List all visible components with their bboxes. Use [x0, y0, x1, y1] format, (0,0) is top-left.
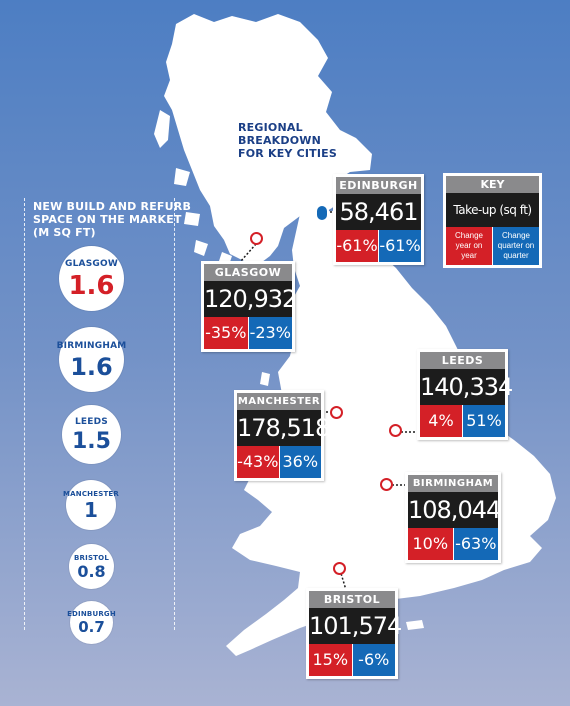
- birmingham-marker: [380, 478, 393, 491]
- sidebar-item-value: 1.5: [72, 428, 111, 454]
- city-box-bristol: BRISTOL 101,574 15% -6%: [306, 588, 402, 679]
- city-takeup: 101,574: [309, 608, 402, 644]
- sidebar-item-manchester: MANCHESTER 1: [63, 480, 120, 530]
- key-qoq-label: Change quarter on quarter: [493, 227, 539, 265]
- sidebar-item-birmingham: BIRMINGHAM 1.6: [56, 327, 127, 392]
- hebrides-island: [154, 110, 170, 148]
- city-qoq-change: 51%: [463, 405, 505, 437]
- city-name: LEEDS: [420, 352, 505, 369]
- skye-island: [174, 168, 190, 186]
- sidebar-item-leeds: LEEDS 1.5: [62, 405, 121, 464]
- city-yoy-change: -61%: [336, 230, 379, 262]
- sidebar-item-value: 0.8: [77, 561, 106, 581]
- city-box-birmingham: BIRMINGHAM 108,044 10% -63%: [405, 472, 501, 563]
- sidebar-item-label: MANCHESTER: [63, 490, 120, 498]
- sidebar-divider: [174, 198, 175, 630]
- city-takeup: 178,518: [237, 410, 330, 446]
- isle-of-wight: [406, 620, 424, 630]
- city-box-edinburgh: EDINBURGH 58,461 -61% -61%: [333, 174, 424, 265]
- city-yoy-change: 10%: [408, 528, 454, 560]
- city-qoq-change: -23%: [248, 317, 292, 349]
- manchester-marker: [330, 406, 343, 419]
- sidebar-item-value: 1.6: [68, 270, 115, 301]
- key-yoy-label: Change year on year: [446, 227, 493, 265]
- sidebar-item-label: LEEDS: [75, 416, 108, 427]
- city-yoy-change: -43%: [237, 446, 280, 478]
- sidebar-item-label: BIRMINGHAM: [56, 340, 127, 351]
- city-qoq-change: 36%: [279, 446, 321, 478]
- islay-island: [194, 240, 208, 256]
- city-takeup: 58,461: [336, 194, 421, 230]
- city-qoq-change: -61%: [379, 230, 421, 262]
- key-box: KEY Take-up (sq ft) Change year on year …: [443, 173, 542, 268]
- city-name: MANCHESTER: [237, 393, 321, 410]
- leeds-marker: [389, 424, 402, 437]
- sidebar-item-glasgow: GLASGOW 1.6: [59, 246, 124, 311]
- map-title: REGIONAL BREAKDOWN FOR KEY CITIES: [238, 121, 337, 160]
- city-name: BRISTOL: [309, 591, 395, 608]
- city-box-leeds: LEEDS 140,334 4% 51%: [417, 349, 513, 440]
- sidebar-item-bristol: BRISTOL 0.8: [69, 544, 114, 589]
- sidebar-item-label: BRISTOL: [74, 553, 109, 562]
- city-name: GLASGOW: [204, 264, 292, 281]
- sidebar-item-value: 1: [84, 498, 98, 522]
- city-name: EDINBURGH: [336, 177, 421, 194]
- city-box-manchester: MANCHESTER 178,518 -43% 36%: [234, 390, 330, 481]
- key-metric: Take-up (sq ft): [446, 193, 539, 227]
- scotland-landmass: [164, 14, 372, 262]
- city-qoq-change: -63%: [453, 528, 498, 560]
- sidebar-item-edinburgh: EDINBURGH 0.7: [67, 601, 116, 644]
- city-takeup: 140,334: [420, 369, 513, 405]
- sidebar-title: NEW BUILD AND REFURB SPACE ON THE MARKET…: [33, 200, 192, 239]
- city-yoy-change: -35%: [204, 317, 249, 349]
- city-box-glasgow: GLASGOW 120,932 -35% -23%: [201, 261, 297, 352]
- sidebar-item-label: EDINBURGH: [67, 610, 116, 618]
- city-qoq-change: -6%: [352, 644, 395, 676]
- glasgow-marker: [250, 232, 263, 245]
- mull-island: [184, 212, 200, 226]
- edinburgh-marker: [315, 204, 329, 222]
- city-takeup: 108,044: [408, 492, 501, 528]
- sidebar-item-value: 1.6: [70, 352, 113, 381]
- city-yoy-change: 15%: [309, 644, 353, 676]
- city-name: BIRMINGHAM: [408, 475, 498, 492]
- sidebar-item-label: GLASGOW: [65, 258, 118, 269]
- key-title: KEY: [446, 176, 539, 193]
- sidebar-item-value: 0.7: [78, 618, 105, 636]
- city-yoy-change: 4%: [420, 405, 463, 437]
- bristol-marker: [333, 562, 346, 575]
- sidebar-frame: [24, 198, 175, 630]
- isle-of-man: [260, 372, 270, 386]
- city-takeup: 120,932: [204, 281, 297, 317]
